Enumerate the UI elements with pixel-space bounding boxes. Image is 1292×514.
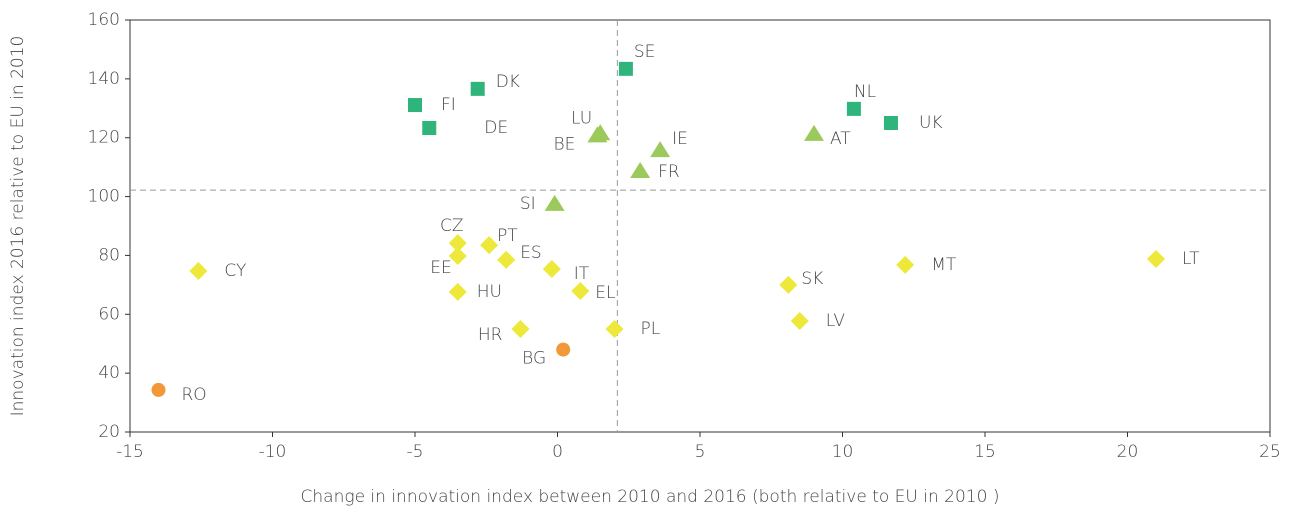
point bbox=[422, 121, 437, 136]
y-tick-label: 20 bbox=[98, 422, 120, 442]
point bbox=[571, 282, 590, 301]
point bbox=[630, 161, 651, 178]
x-tick-label: 25 bbox=[1259, 442, 1281, 462]
point bbox=[1147, 249, 1165, 268]
y-tick-label: 60 bbox=[98, 304, 120, 324]
point-label: AT bbox=[830, 129, 851, 149]
point bbox=[896, 255, 915, 274]
point-label: HR bbox=[478, 325, 503, 345]
point bbox=[408, 98, 422, 113]
point-label: UK bbox=[919, 113, 943, 133]
x-tick-label: 5 bbox=[695, 442, 706, 462]
point-label: MT bbox=[931, 255, 957, 275]
point bbox=[790, 312, 809, 331]
point-label: LU bbox=[571, 108, 592, 128]
point bbox=[480, 236, 499, 255]
x-tick-label: 10 bbox=[832, 442, 854, 462]
y-tick-label: 100 bbox=[88, 187, 120, 207]
point-label: CY bbox=[224, 261, 246, 281]
point-label: RO bbox=[182, 385, 207, 405]
y-tick-label: 40 bbox=[98, 363, 120, 383]
point-label: SK bbox=[801, 269, 823, 289]
point bbox=[470, 81, 485, 96]
point bbox=[544, 194, 565, 211]
x-tick-label: 0 bbox=[552, 442, 563, 462]
point bbox=[511, 320, 530, 338]
x-tick-label: -5 bbox=[407, 442, 424, 462]
point bbox=[448, 282, 467, 301]
x-axis-label: Change in innovation index between 2010 … bbox=[301, 487, 1000, 507]
point-label: CZ bbox=[440, 216, 464, 236]
point-label: BG bbox=[522, 349, 546, 369]
point bbox=[556, 342, 571, 357]
point bbox=[587, 126, 608, 143]
point-label: FI bbox=[441, 95, 456, 115]
point-label: DK bbox=[496, 72, 520, 92]
point bbox=[189, 262, 208, 281]
point bbox=[497, 250, 516, 269]
point-label: DE bbox=[484, 118, 508, 138]
plot-frame bbox=[129, 19, 1271, 433]
point-label: LT bbox=[1182, 249, 1200, 269]
point-label: PT bbox=[497, 226, 518, 246]
x-tick-label: -15 bbox=[116, 442, 144, 462]
point-label: NL bbox=[854, 82, 876, 102]
point bbox=[448, 234, 467, 253]
point-label: ES bbox=[520, 243, 542, 263]
point bbox=[618, 61, 633, 76]
x-tick-label: 20 bbox=[1117, 442, 1139, 462]
y-axis-label: Innovation index 2016 relative to EU in … bbox=[8, 36, 28, 417]
point-label: SI bbox=[520, 194, 536, 214]
point-label: SE bbox=[634, 42, 656, 62]
point bbox=[542, 259, 561, 278]
y-tick-label: 140 bbox=[88, 69, 120, 89]
point-label: EE bbox=[430, 258, 451, 278]
y-tick-label: 160 bbox=[88, 10, 120, 30]
point bbox=[650, 141, 671, 158]
point bbox=[883, 116, 898, 130]
point bbox=[605, 320, 624, 338]
point bbox=[846, 101, 861, 116]
point bbox=[779, 275, 798, 294]
point-label: IE bbox=[672, 129, 688, 149]
point bbox=[151, 382, 166, 397]
point-label: IT bbox=[574, 264, 590, 284]
point-label: PL bbox=[641, 319, 661, 339]
point-label: EL bbox=[595, 283, 615, 303]
x-tick-label: -10 bbox=[259, 442, 287, 462]
x-tick-label: 15 bbox=[974, 442, 996, 462]
point-label: HU bbox=[477, 282, 502, 302]
point-label: LV bbox=[826, 311, 846, 331]
y-tick-label: 80 bbox=[98, 245, 120, 265]
y-tick-label: 120 bbox=[88, 128, 120, 148]
point bbox=[804, 124, 824, 141]
point-label: BE bbox=[554, 134, 576, 154]
point bbox=[448, 247, 467, 266]
point-label: FR bbox=[658, 162, 680, 182]
